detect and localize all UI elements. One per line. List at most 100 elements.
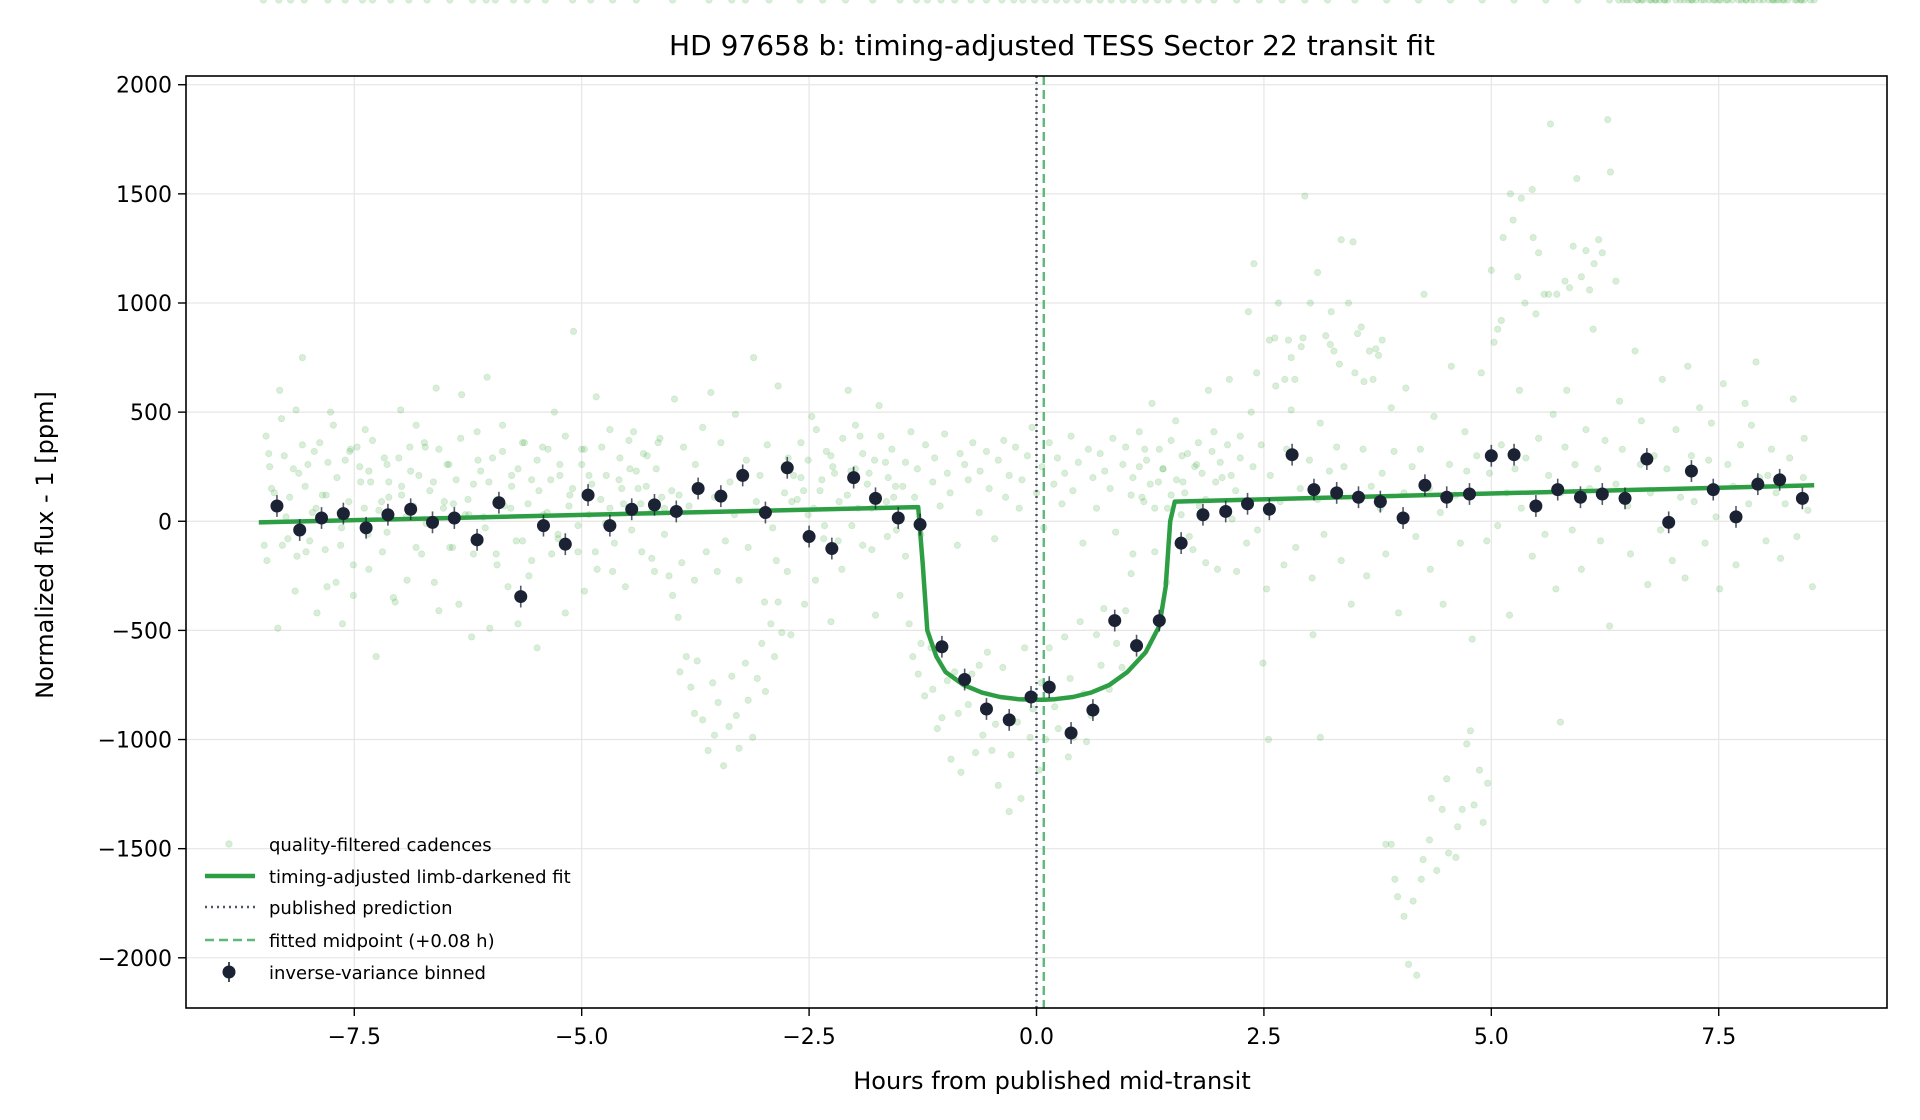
cadence-point — [1101, 467, 1109, 475]
cadence-point — [1155, 445, 1163, 453]
cadence-point — [909, 652, 917, 661]
cadence-point — [1605, 622, 1614, 630]
cadence-point — [1100, 604, 1108, 613]
cadence-point — [793, 495, 801, 504]
cadence-point — [275, 0, 283, 4]
cadence-point — [725, 722, 733, 731]
binned-point — [647, 498, 661, 512]
cadence-point — [931, 454, 939, 462]
cadence-point — [556, 471, 564, 480]
cadence-point — [1151, 504, 1159, 512]
cadence-point — [1351, 369, 1359, 377]
cadence-point — [368, 436, 377, 445]
cadence-point — [1212, 478, 1220, 486]
cadence-point — [538, 443, 547, 451]
cadence-point — [1084, 445, 1092, 453]
cadence-point — [1569, 242, 1577, 250]
cadence-point — [1577, 273, 1585, 281]
cadence-point — [1768, 0, 1776, 4]
cadence-point — [713, 567, 721, 576]
cadence-point — [1736, 441, 1745, 449]
cadence-point — [1192, 460, 1201, 469]
cadence-point — [778, 628, 786, 637]
cadence-point — [397, 491, 406, 499]
y-axis: 2000 1500 1000 500 0 −500 −1000 −1500 −2000 — [98, 74, 186, 972]
cadence-point — [1546, 120, 1555, 128]
cadence-point — [464, 495, 472, 504]
cadence-point — [1073, 0, 1082, 4]
cadence-point — [493, 561, 501, 569]
cadence-point — [1549, 410, 1557, 418]
cadence-point — [1425, 836, 1434, 844]
binned-point — [1684, 464, 1698, 478]
cadence-point — [1349, 238, 1357, 246]
cadence-point — [302, 548, 310, 556]
cadence-point — [1596, 537, 1605, 545]
cadence-point — [1085, 0, 1093, 4]
cadence-point — [528, 476, 536, 484]
cadence-point — [1461, 428, 1469, 436]
cadence-point — [568, 484, 577, 493]
cadence-point — [592, 393, 600, 401]
cadence-point — [585, 471, 593, 480]
cadence-point — [675, 491, 683, 499]
cadence-point — [1382, 550, 1390, 558]
cadence-point — [377, 498, 386, 506]
cadence-point — [1446, 0, 1454, 4]
cadence-point — [1475, 766, 1484, 774]
cadence-point — [896, 591, 904, 600]
cadence-points — [259, 0, 1818, 979]
cadence-point — [1645, 0, 1654, 4]
cadence-point — [1082, 738, 1091, 746]
binned-point — [1219, 504, 1233, 518]
binned-points — [270, 443, 1809, 744]
cadence-point — [338, 620, 347, 628]
cadence-point — [397, 406, 405, 414]
binned-point — [1174, 536, 1188, 550]
cadence-point — [1479, 818, 1487, 827]
cadence-point — [804, 511, 812, 519]
cadence-point — [1383, 0, 1391, 4]
cadence-point — [508, 482, 516, 490]
x-tick-label: −2.5 — [782, 1025, 835, 1050]
y-tick-label: 500 — [130, 401, 172, 426]
cadence-point — [378, 548, 387, 556]
cadence-point — [1445, 460, 1454, 469]
cadence-point — [1598, 249, 1606, 257]
cadence-point — [574, 548, 582, 556]
cadence-point — [1735, 0, 1743, 4]
cadence-point — [1000, 436, 1008, 445]
cadence-point — [458, 391, 466, 399]
cadence-point — [994, 456, 1002, 464]
cadence-point — [707, 388, 715, 397]
cadence-point — [1810, 0, 1818, 4]
cadence-point — [1605, 0, 1614, 4]
cadence-point — [282, 513, 290, 521]
cadence-point — [1685, 0, 1693, 4]
cadence-point — [1574, 0, 1582, 4]
cadence-point — [1700, 0, 1708, 4]
cadence-point — [1724, 460, 1732, 469]
cadence-point — [957, 768, 965, 776]
cadence-point — [1545, 290, 1553, 298]
cadence-point — [665, 572, 673, 580]
cadence-point — [1378, 469, 1386, 477]
cadence-point — [1291, 375, 1299, 383]
cadence-point — [445, 460, 453, 469]
cadence-point — [276, 386, 284, 394]
binned-point — [1307, 483, 1321, 497]
cadence-point — [1626, 550, 1635, 558]
cadence-point — [714, 698, 722, 707]
cadence-point — [1681, 574, 1689, 582]
cadence-point — [1325, 467, 1333, 475]
cadence-point — [341, 456, 349, 464]
cadence-point — [1484, 779, 1492, 787]
cadence-point — [1142, 456, 1151, 464]
cadence-point — [884, 474, 892, 482]
cadence-point — [1571, 460, 1579, 469]
cadence-point — [372, 652, 380, 661]
cadence-point — [827, 452, 835, 460]
y-tick-label: 0 — [158, 510, 172, 535]
cadence-point — [1696, 404, 1704, 412]
